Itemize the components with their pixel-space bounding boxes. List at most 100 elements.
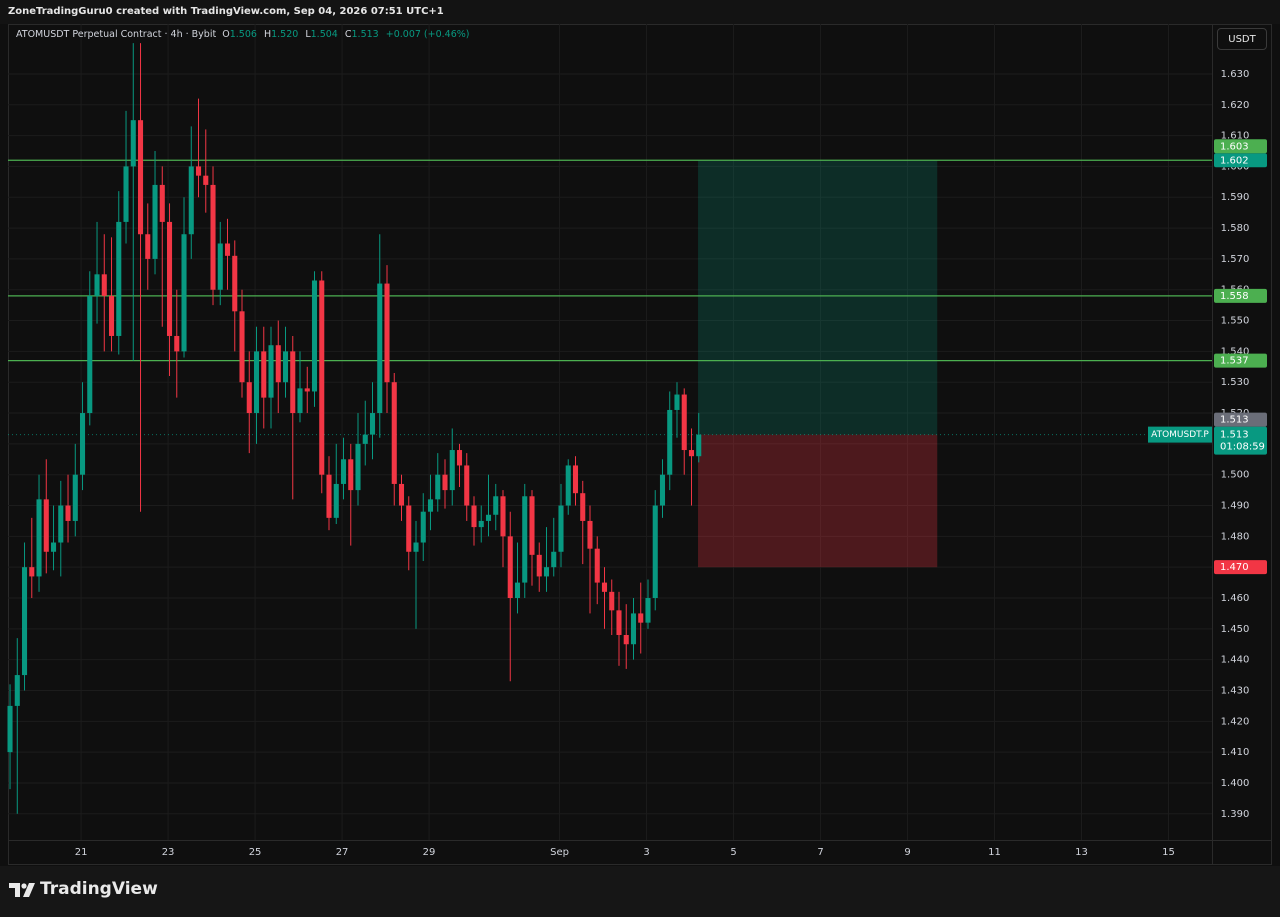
candle-body [166,221,173,336]
value: 1.506 [229,29,257,40]
candle-body [188,166,194,235]
x-tick-label: 23 [162,847,175,858]
candle-body [558,505,564,552]
candle-body [210,184,216,290]
candle-body [427,499,434,512]
candle-body [696,434,702,457]
candle-body [420,511,426,543]
candle-body [319,280,325,475]
candle-body [478,520,484,528]
candle-body [587,520,593,549]
currency-button[interactable]: USDT [1217,28,1267,50]
candle-body [36,499,42,577]
x-tick-label: 9 [904,847,910,858]
y-tick-label: 1.390 [1221,809,1250,820]
y-tick-label: 1.400 [1221,778,1250,789]
candle-body [275,345,281,383]
symbol-tag [1148,426,1212,443]
candle-body [333,483,339,518]
logo-shape [23,883,35,897]
candle-body [485,514,492,521]
key: O [222,29,230,40]
brand: TradingView [40,879,158,899]
x-tick-label: Sep [550,847,569,858]
price-tag [1214,560,1267,575]
candle-body [7,705,13,753]
candle-body [362,434,368,444]
candle-body [282,351,289,383]
y-tick-label: 1.610 [1221,131,1250,142]
top-bar: ZoneTradingGuru0 created with TradingVie… [0,0,1280,24]
price-tag-label: 1.603 [1220,141,1249,152]
candle-body [638,613,644,623]
candle-body [290,351,296,414]
y-tick-label: 1.540 [1221,346,1250,357]
candle-body [355,443,361,491]
candle-body [398,483,405,506]
candle-body [130,120,136,167]
candle-body [536,554,542,577]
candle-body [123,166,129,222]
value: 1.520 [271,29,299,40]
logo-dot [21,883,27,889]
candle-body [413,542,419,552]
price-tag [1214,412,1267,427]
chart-bg [8,24,1272,866]
candle-body [551,551,557,568]
x-tick-label: 3 [643,847,649,858]
y-tick-label: 1.480 [1221,531,1250,542]
y-tick-label: 1.490 [1221,501,1250,512]
candle-body [145,234,151,259]
candle-body [369,413,376,435]
x-tick-label: 29 [423,847,436,858]
candle-body [72,474,78,521]
y-tick-label: 1.410 [1221,747,1250,758]
candle-body [326,474,332,518]
price-tag-label: 1.558 [1220,291,1249,302]
candle-body [87,295,93,414]
y-tick-label: 1.530 [1221,377,1250,388]
y-tick-label: 1.580 [1221,223,1250,234]
candle-body [652,505,658,599]
candle-body [79,413,86,475]
axes: 1.390 1.400 1.410 1.420 1.430 1.440 1.450 1.460… [75,69,1267,858]
price-tag [1214,353,1267,368]
price-tag-label: 1.513 [1220,415,1249,426]
brand-logo [9,883,35,897]
price-tag-label: 1.537 [1220,356,1249,367]
candle-body [174,335,180,352]
candle-body [101,274,107,296]
candle-body [659,474,666,506]
candle-body [159,184,165,222]
price-tag-label: 1.470 [1220,562,1249,573]
candle-body [246,382,252,414]
x-tick-label: 7 [817,847,823,858]
x-tick-label: 5 [730,847,736,858]
footer [0,866,1280,917]
price-tag [1214,153,1267,168]
price-tag [1214,288,1267,303]
candle-body [681,394,687,451]
candle-body [239,311,245,383]
candle-body [311,280,318,392]
y-tick-label: 1.500 [1221,470,1250,481]
candle-body [232,255,238,312]
candle-body [203,175,209,185]
legend: ATOMUSDT Perpetual Contract · 4h · Bybit… [16,29,473,40]
candle-body [630,613,637,645]
candle-body [58,505,64,543]
byline: ZoneTradingGuru0 created with TradingVie… [8,6,444,17]
candle-body [29,567,35,577]
last-price-label: 1.513 [1220,430,1249,441]
price-tag-label: 1.602 [1220,155,1249,166]
symbol: ATOMUSDT Perpetual Contract · 4h · Bybit [16,29,217,40]
y-tick-label: 1.440 [1221,655,1250,666]
candle-body [493,496,499,515]
candle-body [14,675,20,706]
candle-body [565,465,571,506]
symbol-tag-label: ATOMUSDT.P [1151,430,1209,440]
x-tick-label: 11 [988,847,1001,858]
key: H [263,29,272,40]
candle-body [616,610,622,635]
